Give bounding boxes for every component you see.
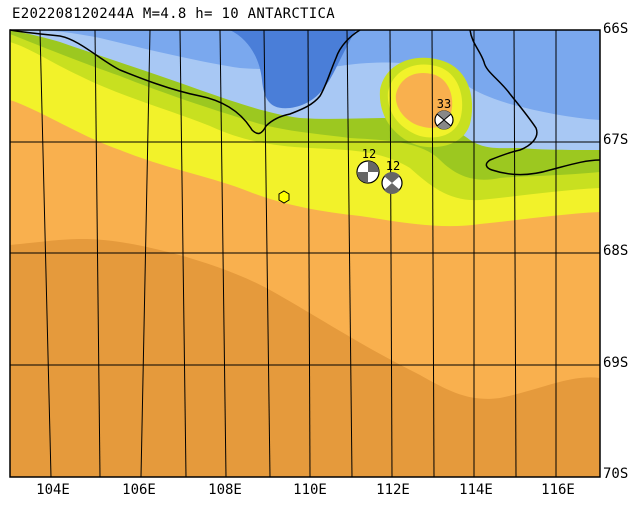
grid-lon-111 [346,29,353,478]
mechanism-12a-label: 12 [362,147,376,161]
grid-lon-107 [179,29,187,478]
grid-lon-110 [307,29,311,478]
epicenter-marker[interactable] [278,190,290,204]
lat-label-67s: 67S [603,132,629,148]
coastline-east [469,29,601,176]
lat-label-66s: 66S [603,21,629,37]
mechanism-33-label: 33 [437,97,451,111]
lat-label-69s: 69S [603,355,629,371]
grid [10,29,600,478]
mechanism-12b-label: 12 [386,159,400,173]
lon-label-106e: 106E [122,482,156,498]
map-frame [9,29,601,478]
beachball-12a-quadrant [357,172,368,183]
grid-lon-108 [219,29,227,478]
lat-label-70s: 70S [603,466,629,482]
beachball-33-quadrant [437,120,451,130]
lon-label-108e: 108E [208,482,242,498]
grid-lon-109 [263,29,271,478]
lon-label-112e: 112E [376,482,410,498]
lat-label-68s: 68S [603,243,629,259]
grid-lon-106 [140,29,151,478]
focal-mechanism-12-left[interactable]: 12 [356,147,380,184]
beachball-33-quadrant [437,110,451,120]
coastline-west [9,29,361,135]
map-title: E202208120244A M=4.8 h= 10 ANTARCTICA [12,6,335,22]
beachball-12a-quadrant [368,161,379,172]
lon-label-116e: 116E [541,482,575,498]
dark-orange-region [10,238,600,477]
ocean-deep [230,30,356,109]
focal-mechanism-12-right[interactable]: 12 [381,159,403,194]
lon-label-114e: 114E [459,482,493,498]
beachball-33-nodal [436,113,452,127]
grid-lon-105 [94,29,101,478]
grid-lon-115 [513,29,517,478]
focal-mechanism-33[interactable]: 33 [434,97,454,130]
grid-lon-113 [431,29,435,478]
grid-lon-112 [389,29,393,478]
lon-label-110e: 110E [293,482,327,498]
beachball-12b-quadrant [384,183,400,194]
beachball-12b-quadrant [384,172,400,183]
grid-lon-104 [39,29,52,478]
lon-label-104e: 104E [36,482,70,498]
